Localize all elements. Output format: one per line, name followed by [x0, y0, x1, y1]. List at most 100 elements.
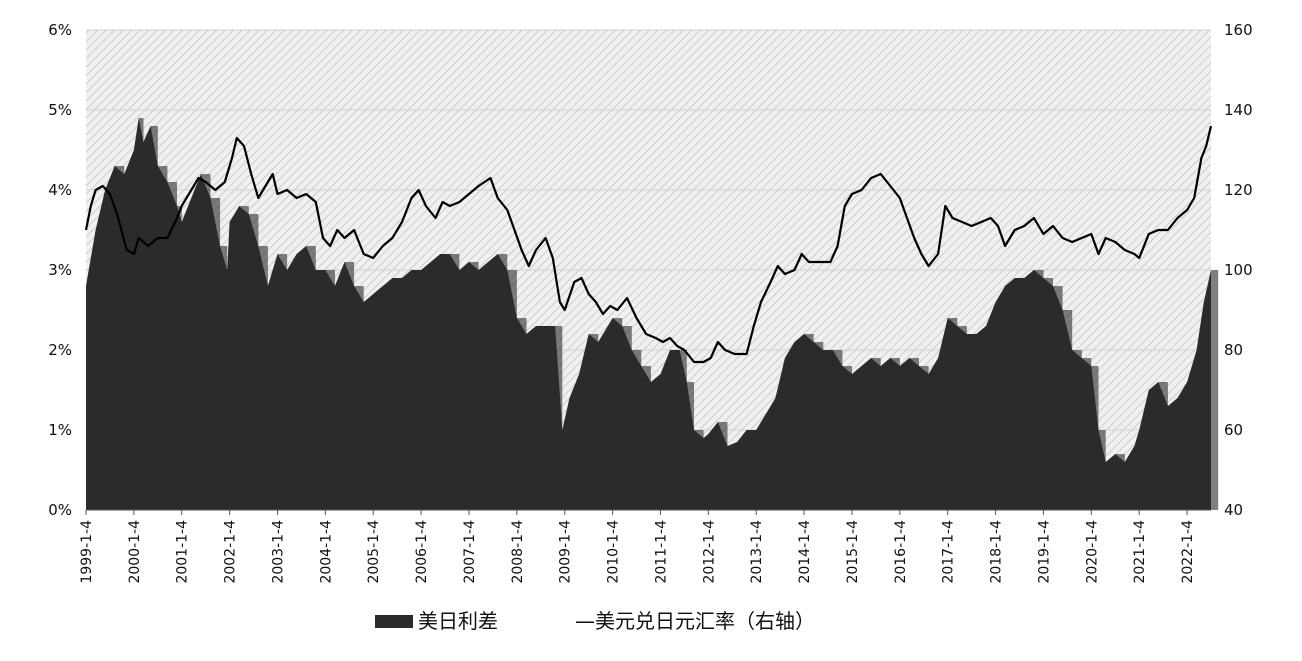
- bar: [545, 326, 556, 510]
- bar: [1062, 310, 1073, 510]
- x-tick-label: 2017-1-4: [941, 520, 957, 584]
- bar: [220, 246, 228, 510]
- bar: [909, 358, 919, 510]
- bar: [95, 230, 106, 510]
- x-axis: 1999-1-4 2000-1-4 2001-1-4 2002-1-4 2003-1-4…: [79, 509, 1211, 584]
- bar: [880, 366, 891, 510]
- bar: [344, 262, 355, 510]
- bar: [143, 142, 151, 510]
- y-right-tick-label: 60: [1224, 421, 1243, 439]
- bar: [258, 246, 268, 510]
- bar: [1139, 430, 1149, 510]
- bar: [995, 302, 1006, 510]
- bar: [1211, 270, 1219, 510]
- bar: [588, 334, 599, 510]
- bar: [334, 286, 345, 510]
- x-tick-label: 2005-1-4: [366, 520, 382, 584]
- bar: [1203, 302, 1211, 510]
- y-left-tick-label: 5%: [48, 101, 72, 119]
- x-tick-label: 2002-1-4: [223, 520, 239, 584]
- bar: [899, 366, 910, 510]
- x-tick-label: 2006-1-4: [414, 520, 430, 584]
- bar: [363, 302, 374, 510]
- bar: [516, 318, 527, 510]
- bar: [756, 430, 766, 510]
- y-left-tick-label: 2%: [48, 341, 72, 359]
- x-tick-label: 2019-1-4: [1036, 520, 1052, 584]
- legend-line-label: —美元兑日元汇率（右轴）: [575, 609, 815, 633]
- bar: [813, 342, 824, 510]
- bar: [804, 334, 814, 510]
- bar: [562, 430, 570, 510]
- bar: [1053, 286, 1063, 510]
- bar: [105, 190, 115, 510]
- bar: [469, 262, 479, 510]
- bar: [1158, 382, 1168, 510]
- bar: [598, 342, 608, 510]
- bar: [1014, 278, 1025, 510]
- y-right-tick-label: 120: [1224, 181, 1253, 199]
- bar: [430, 262, 441, 510]
- bar: [325, 270, 335, 510]
- bar: [402, 278, 412, 510]
- bar: [823, 350, 833, 510]
- bar: [248, 214, 259, 510]
- left-axis: 0% 1% 2% 3% 4% 5% 6%: [48, 21, 72, 519]
- bar: [919, 366, 929, 510]
- bar: [569, 398, 580, 510]
- x-tick-label: 2003-1-4: [270, 520, 286, 584]
- x-tick-label: 2009-1-4: [558, 520, 574, 584]
- bar: [157, 166, 168, 510]
- bar: [986, 326, 996, 510]
- x-tick-label: 1999-1-4: [79, 520, 95, 584]
- bar: [478, 270, 489, 510]
- y-right-tick-label: 140: [1224, 101, 1253, 119]
- bar: [555, 326, 563, 510]
- bar: [852, 374, 862, 510]
- bar: [727, 446, 738, 510]
- line-series: [84, 125, 1213, 364]
- x-tick-label: 2004-1-4: [318, 520, 334, 584]
- bar: [631, 350, 642, 510]
- bar: [392, 278, 402, 510]
- bar: [832, 350, 843, 510]
- bar: [536, 326, 546, 510]
- bar: [449, 254, 460, 510]
- bar: [421, 270, 431, 510]
- bar: [679, 350, 687, 510]
- bar: [746, 430, 757, 510]
- bar: [124, 174, 134, 510]
- bar: [686, 382, 694, 510]
- bar: [181, 222, 192, 510]
- x-tick-label: 2010-1-4: [606, 520, 622, 584]
- bar: [1134, 446, 1140, 510]
- bar: [1072, 350, 1082, 510]
- bar: [296, 254, 307, 510]
- y-left-tick-label: 4%: [48, 181, 72, 199]
- bar: [708, 434, 718, 510]
- y-left-tick-label: 3%: [48, 261, 72, 279]
- bar: [670, 350, 680, 510]
- bar: [1091, 366, 1099, 510]
- x-tick-label: 2013-1-4: [749, 520, 765, 584]
- bar: [138, 118, 144, 510]
- x-tick-label: 2014-1-4: [797, 520, 813, 584]
- bar: [114, 166, 125, 510]
- bar: [650, 382, 661, 510]
- bar: [703, 438, 709, 510]
- y-left-tick-label: 6%: [48, 21, 72, 39]
- bar: [612, 318, 623, 510]
- bar: [411, 270, 422, 510]
- bar: [315, 270, 326, 510]
- bar: [947, 318, 958, 510]
- bar: [440, 254, 450, 510]
- bar: [1115, 454, 1125, 510]
- bar: [775, 398, 785, 510]
- bar: [737, 442, 747, 510]
- bar: [287, 270, 297, 510]
- bar: [717, 422, 728, 510]
- bar: [1196, 350, 1204, 510]
- bar: [459, 270, 469, 510]
- bar: [227, 270, 230, 510]
